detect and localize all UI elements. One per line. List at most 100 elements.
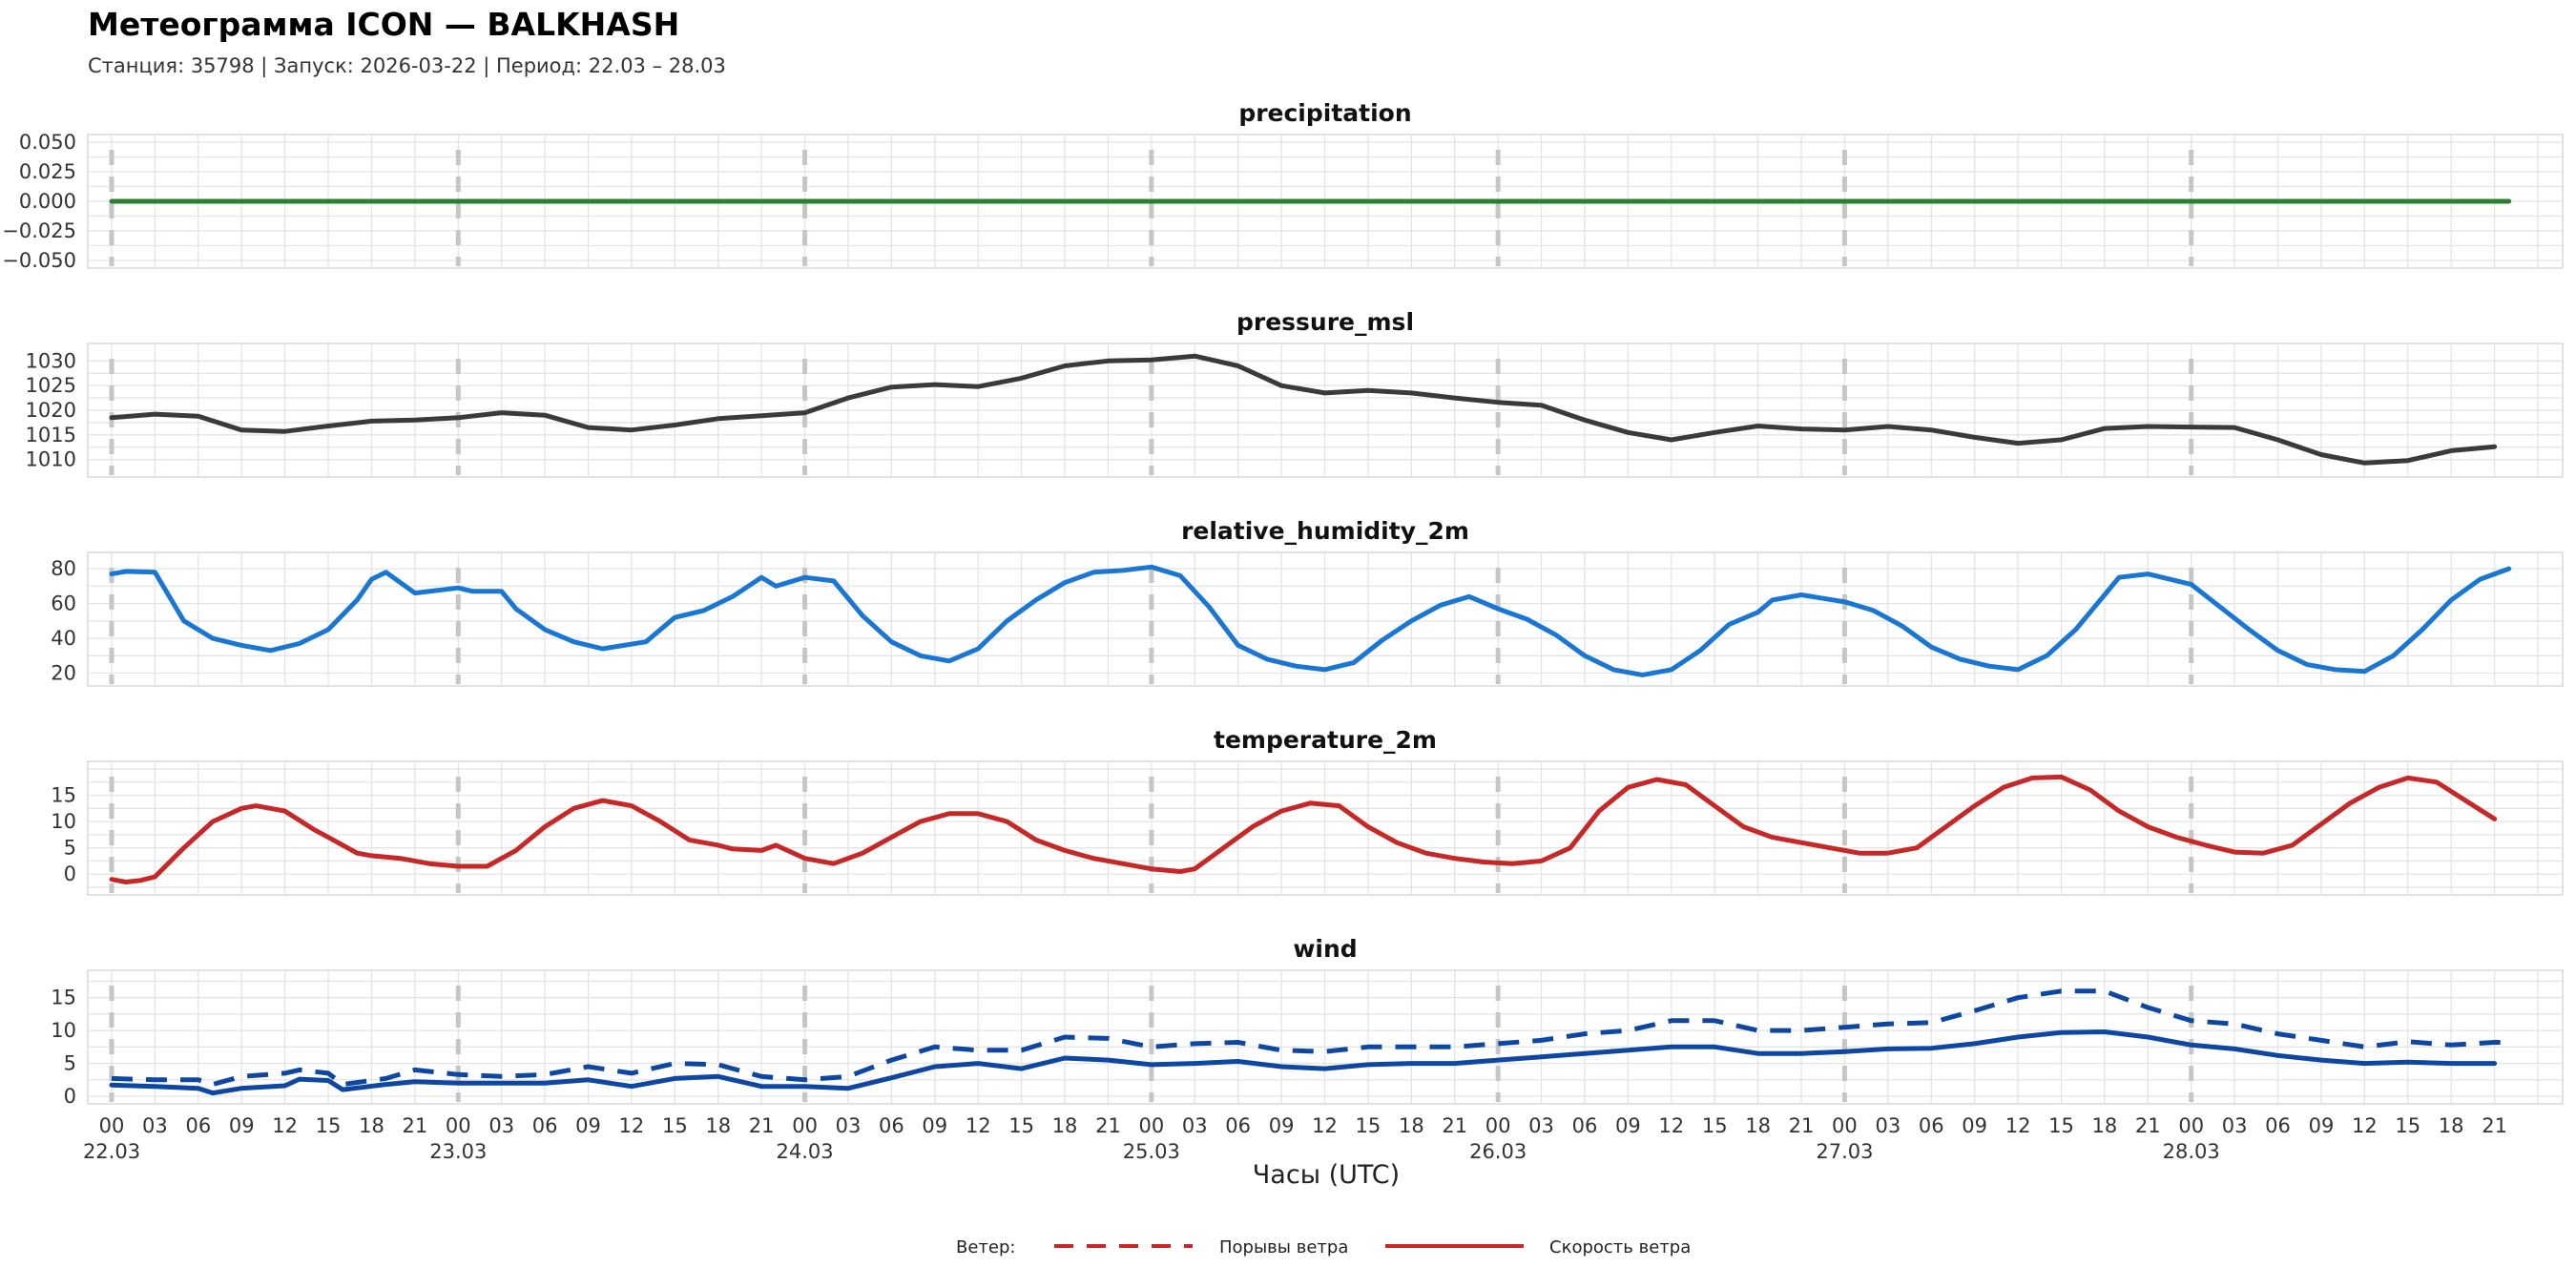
x-tick-label: 06 (879, 1114, 904, 1137)
x-tick-label: 09 (1269, 1114, 1295, 1137)
legend-label-speed: Скорость ветра (1549, 1237, 1691, 1257)
x-tick-label: 09 (2309, 1114, 2335, 1137)
panel-title: relative_humidity_2m (1181, 517, 1469, 545)
panel-temperature-2m: 05 10 15 temperature_2m (51, 726, 2564, 896)
y-tick-label: 0 (64, 862, 76, 885)
x-tick-label: 09 (1615, 1114, 1641, 1137)
x-tick-label: 00 (792, 1114, 818, 1137)
y-tick-label: 40 (51, 627, 76, 650)
y-tick-label: 10 (51, 810, 76, 833)
x-tick-label: 12 (2352, 1114, 2378, 1137)
x-tick-label: 09 (1962, 1114, 1987, 1137)
y-tick-label: 20 (51, 662, 76, 685)
x-day-label: 26.03 (1469, 1140, 1527, 1163)
y-tick-label: 60 (51, 592, 76, 615)
x-tick-label: 15 (2048, 1114, 2074, 1137)
y-tick-label: 1025 (26, 374, 76, 397)
x-tick-label: 00 (1485, 1114, 1511, 1137)
chart-header: Метеограмма ICON — BALKHASH Станция: 357… (88, 6, 726, 78)
x-tick-label: 21 (1442, 1114, 1467, 1137)
y-tick-label: 1030 (26, 349, 76, 372)
x-tick-label: 06 (532, 1114, 558, 1137)
x-tick-label: 06 (1225, 1114, 1251, 1137)
x-tick-label: 18 (359, 1114, 384, 1137)
y-tick-label: 0.000 (19, 190, 76, 213)
y-tick-label: −0.050 (2, 249, 76, 272)
x-tick-label: 12 (619, 1114, 645, 1137)
y-tick-label: 5 (64, 1052, 76, 1075)
x-tick-label: 12 (272, 1114, 298, 1137)
x-tick-label: 06 (1572, 1114, 1598, 1137)
x-tick-label: 15 (662, 1114, 688, 1137)
x-tick-label: 00 (99, 1114, 125, 1137)
y-tick-label: 10 (51, 1019, 76, 1042)
x-tick-label: 21 (1095, 1114, 1121, 1137)
x-tick-label: 15 (316, 1114, 342, 1137)
panel-wind: 0 5 10 15 wind (51, 935, 2564, 1108)
y-tick-label: 1010 (26, 448, 76, 471)
x-tick-label: 06 (185, 1114, 211, 1137)
panels-group: −0.050 −0.025 0.000 0.025 0.050 precipitation… (2, 99, 2564, 1108)
x-tick-label: 18 (705, 1114, 731, 1137)
panel-title: pressure_msl (1236, 308, 1414, 336)
x-tick-label: 03 (1182, 1114, 1208, 1137)
series-line-wind-1 (109, 1029, 2498, 1096)
x-tick-label: 06 (1919, 1114, 1944, 1137)
x-day-label: 28.03 (2163, 1140, 2220, 1163)
x-tick-label: 15 (1356, 1114, 1381, 1137)
x-tick-label: 09 (229, 1114, 255, 1137)
x-day-label: 24.03 (777, 1140, 834, 1163)
series-line-pressure-msl-0 (109, 353, 2498, 466)
series-line-relative-humidity-2m-0 (109, 564, 2512, 677)
x-tick-label: 12 (1658, 1114, 1684, 1137)
panel-title: precipitation (1238, 99, 1411, 127)
x-tick-label: 18 (1399, 1114, 1424, 1137)
x-tick-label: 21 (1789, 1114, 1815, 1137)
y-tick-label: 0 (64, 1085, 76, 1108)
x-tick-label: 03 (488, 1114, 514, 1137)
x-tick-label: 15 (2395, 1114, 2420, 1137)
x-tick-label: 18 (2439, 1114, 2464, 1137)
y-tick-label: 15 (51, 987, 76, 1009)
x-tick-label: 21 (2135, 1114, 2161, 1137)
panel-relative-humidity-2m: 20 40 60 80 relative_humidity_2m (51, 517, 2564, 687)
x-tick-label: 12 (2005, 1114, 2031, 1137)
x-tick-label: 06 (2265, 1114, 2291, 1137)
x-tick-label: 03 (1528, 1114, 1554, 1137)
chart-subtitle: Станция: 35798 | Запуск: 2026-03-22 | Пе… (88, 54, 726, 77)
series-line-wind-0 (111, 988, 2509, 1088)
x-tick-label: 21 (403, 1114, 428, 1137)
x-tick-label: 12 (966, 1114, 991, 1137)
y-tick-label: 15 (51, 784, 76, 807)
y-tick-label: 0.025 (19, 160, 76, 183)
x-day-label: 27.03 (1816, 1140, 1873, 1163)
x-tick-label: 03 (142, 1114, 168, 1137)
x-axis-label: Часы (UTC) (1253, 1160, 1400, 1190)
panel-title: wind (1293, 935, 1357, 963)
x-tick-label: 09 (922, 1114, 947, 1137)
x-tick-label: 00 (1832, 1114, 1858, 1137)
x-tick-label: 15 (1008, 1114, 1034, 1137)
series-line-temperature-2m-0 (109, 774, 2498, 884)
x-day-label: 23.03 (429, 1140, 487, 1163)
y-tick-label: 0.050 (19, 131, 76, 154)
x-tick-label: 00 (446, 1114, 471, 1137)
x-tick-label: 18 (2092, 1114, 2118, 1137)
y-tick-label: 1015 (26, 424, 76, 447)
x-tick-label: 21 (749, 1114, 775, 1137)
x-tick-label: 12 (1312, 1114, 1338, 1137)
y-tick-label: 5 (64, 837, 76, 860)
x-tick-label: 09 (575, 1114, 601, 1137)
x-day-label: 25.03 (1123, 1140, 1180, 1163)
x-tick-label: 00 (1138, 1114, 1164, 1137)
x-day-label: 22.03 (83, 1140, 140, 1163)
x-tick-label: 03 (2222, 1114, 2248, 1137)
legend-prefix: Ветер: (956, 1237, 1015, 1257)
panel-title: temperature_2m (1214, 726, 1437, 754)
x-tick-label: 00 (2178, 1114, 2204, 1137)
x-tick-label: 03 (836, 1114, 862, 1137)
legend: Ветер: Порывы ветра Скорость ветра (956, 1237, 1691, 1257)
y-tick-label: −0.025 (2, 219, 76, 242)
